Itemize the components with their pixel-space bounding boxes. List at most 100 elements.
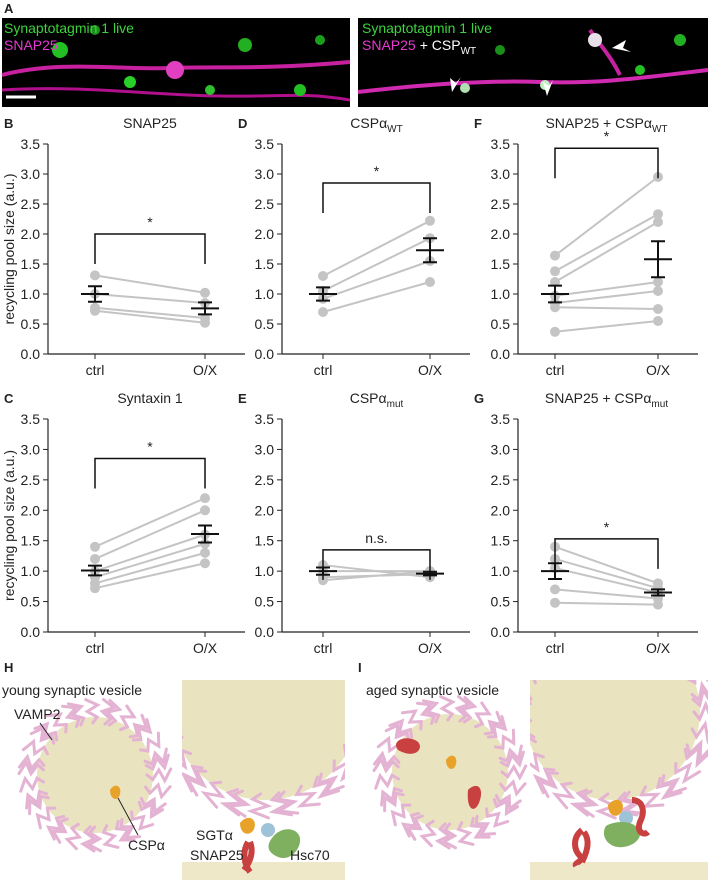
data-point [318,307,328,317]
data-point [90,553,100,564]
y-tick-label: 0.5 [491,316,511,332]
chart-title-subscript: mut [651,399,668,410]
vamp2-protein [342,743,345,758]
vamp2-protein [182,748,192,771]
y-tick-label: 1.5 [491,256,511,272]
data-point [200,538,210,549]
vamp2-protein [354,696,378,714]
data-point [550,266,560,277]
vamp2-protein [440,822,458,850]
protein-label: VAMP2 [14,706,61,722]
data-point [200,505,210,516]
significance-bracket [94,233,206,264]
protein-label: Hsc70 [290,847,330,863]
vamp2-protein [374,772,400,790]
vamp2-protein [388,718,414,739]
vamp2-protein [84,698,101,725]
significance-bracket [94,457,206,489]
y-tick-label: 0.0 [255,346,275,362]
vamp2-protein [183,620,207,639]
pair-line [554,221,659,283]
x-tick-label: ctrl [546,640,565,656]
data-point [425,277,435,287]
chart-title-subscript: mut [387,399,404,410]
y-tick-label: 1.0 [255,286,275,302]
data-point [653,304,663,314]
data-point [550,584,560,595]
vamp2-protein [165,640,190,657]
y-tick-label: 2.5 [491,196,511,212]
y-tick-label: 3.0 [491,166,511,182]
vamp2-protein [551,781,576,810]
significance-label: * [147,439,153,455]
x-tick-label: ctrl [86,362,105,378]
vamp2-protein [494,793,522,812]
vamp2-protein [145,766,173,784]
image-label: Synaptotagmin 1 live [362,20,492,36]
panel-letter: G [474,391,484,406]
chart-title-text: CSPα [350,115,387,131]
vamp2-protein [332,759,345,783]
panel-letter: F [474,116,482,131]
y-tick-label: 3.5 [491,136,511,152]
vamp2-protein [246,792,273,820]
image-label: SNAP25 + CSPWT [362,37,476,57]
vamp2-protein [660,774,687,797]
vamp2-protein [419,819,438,848]
error-bar [88,285,102,303]
pair-line [322,570,431,582]
y-tick-label: 3.5 [491,411,511,427]
vamp2-protein [655,776,683,800]
data-point [200,317,210,328]
vamp2-protein [33,721,59,742]
data-point [653,316,663,326]
data-point [653,599,663,610]
y-tick-label: 2.0 [491,226,511,242]
vamp2-protein [574,789,600,818]
pair-line [554,320,659,333]
y-tick-label: 0.5 [491,594,511,610]
error-bar [423,237,437,264]
y-tick-label: 3.0 [255,441,275,457]
vesicle-illustration [522,647,708,880]
vamp2-protein [268,791,293,817]
vamp2-protein [114,820,136,842]
vamp2-protein [530,700,532,706]
y-tick-label: 3.0 [255,166,275,182]
vesicle-illustration [161,593,378,880]
protein-label: SGTα [196,827,233,843]
significance-bracket [322,549,431,580]
pair-line [554,558,659,590]
error-bar [651,588,665,597]
pair-line [554,213,659,273]
chart-title: SNAP25 [123,115,177,131]
data-point [653,217,663,227]
significance-label: * [374,163,380,179]
vamp2-protein [99,698,117,726]
vamp2-protein [474,701,492,729]
vamp2-protein [536,771,559,798]
panel-letter: H [4,660,13,675]
vamp2-protein [225,789,252,818]
vamp2-protein [161,727,181,748]
panel-letter: A [4,1,14,16]
vamp2-protein [499,750,525,769]
data-point [90,541,100,552]
pair-line [94,309,206,324]
snap25-protein [396,738,482,809]
vamp2-protein [483,710,504,736]
vamp2-protein [522,647,546,664]
protein-label: CSPα [128,837,165,853]
micrograph-signal [1,25,351,102]
y-tick-label: 1.0 [21,286,41,302]
y-tick-label: 2.0 [255,502,275,518]
pair-line [322,219,431,277]
data-point [200,287,210,298]
vamp2-protein [372,756,400,774]
vamp2-protein [278,593,296,618]
cspa-protein [446,755,457,769]
vamp2-protein [352,718,377,736]
vamp2-protein [104,699,123,727]
vamp2-protein [45,815,66,841]
vamp2-protein [569,788,595,817]
